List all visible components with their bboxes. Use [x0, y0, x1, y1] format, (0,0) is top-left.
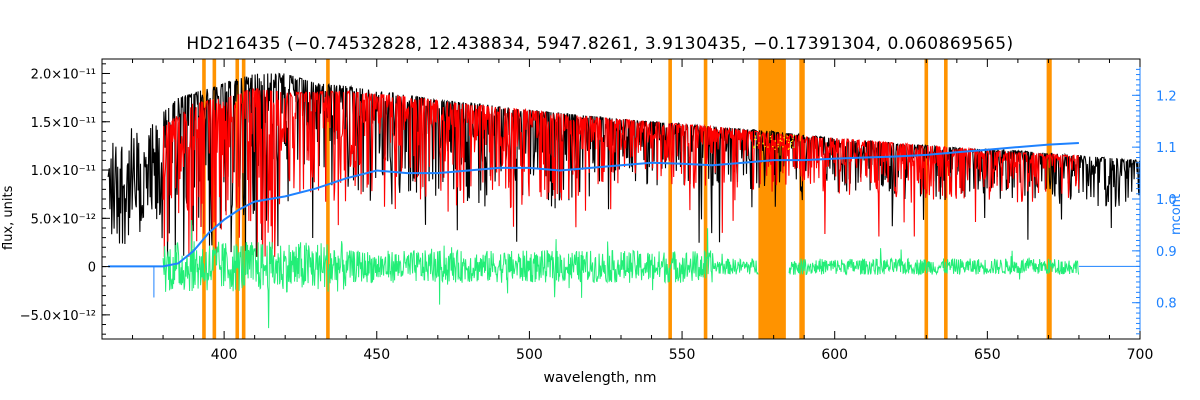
- yellow-point: [777, 143, 779, 145]
- yellow-point: [779, 136, 782, 138]
- yellow-point: [754, 138, 756, 140]
- axes: 400 450 500 550 600 650 700 −5.0×10⁻¹² 0 5.0×10⁻¹…: [20, 59, 1177, 363]
- y-right-tick-label: 0.9: [1156, 245, 1177, 260]
- yellow-point: [758, 142, 760, 144]
- mcont-line: [108, 142, 1079, 268]
- yellow-point: [793, 134, 795, 136]
- y-tick-label: 5.0×10⁻¹²: [31, 212, 96, 227]
- y-axis-label-left: flux, units: [1, 185, 16, 250]
- yellow-point: [779, 139, 782, 141]
- mask-line: [944, 59, 948, 339]
- yellow-point: [792, 146, 794, 148]
- x-tick-label: 550: [669, 347, 696, 363]
- y-right-tick-label: 1.2: [1156, 89, 1177, 104]
- mask-line: [1048, 59, 1052, 339]
- yellow-point: [767, 146, 769, 148]
- x-tick-label: 650: [974, 347, 1001, 363]
- y-tick-label: 0: [88, 261, 96, 276]
- yellow-point: [770, 138, 772, 140]
- chart-title: HD216435 (−0.74532828, 12.438834, 5947.8…: [186, 34, 1014, 54]
- yellow-point: [791, 140, 794, 142]
- yellow-point: [774, 140, 776, 142]
- yellow-point: [774, 148, 776, 150]
- yellow-point: [781, 140, 783, 142]
- yellow-point: [753, 145, 755, 147]
- yellow-point: [782, 146, 784, 148]
- yellow-point: [772, 145, 774, 148]
- x-tick-label: 400: [211, 347, 238, 363]
- yellow-point: [759, 135, 761, 137]
- mask-line: [326, 59, 330, 339]
- yellow-point: [783, 137, 785, 139]
- yellow-point: [790, 143, 792, 145]
- mask-line: [703, 59, 708, 339]
- x-tick-label: 500: [516, 347, 543, 363]
- y-tick-label: 1.5×10⁻¹¹: [31, 116, 96, 131]
- yellow-point: [762, 143, 764, 145]
- yellow-point: [755, 138, 757, 141]
- yellow-point: [789, 145, 792, 147]
- x-tick-label: 700: [1127, 347, 1154, 363]
- yellow-point: [788, 139, 790, 141]
- mask-line: [801, 59, 805, 339]
- yellow-point: [785, 139, 788, 141]
- yellow-point: [787, 148, 789, 150]
- y-right-tick-label: 0.8: [1156, 297, 1177, 312]
- yellow-point: [788, 147, 790, 149]
- mask-line: [799, 59, 803, 339]
- yellow-point: [786, 135, 788, 137]
- yellow-point: [764, 145, 766, 148]
- y-right-tick-label: 1.0: [1156, 193, 1177, 208]
- yellow-point: [754, 135, 756, 137]
- y-tick-label: 2.0×10⁻¹¹: [31, 67, 96, 82]
- series-layer: [107, 72, 1141, 329]
- mask-line: [924, 59, 929, 339]
- x-tick-label: 450: [363, 347, 390, 363]
- y-tick-label: 1.0×10⁻¹¹: [31, 164, 96, 179]
- yellow-point: [769, 135, 772, 138]
- y-tick-label: −5.0×10⁻¹²: [20, 309, 96, 324]
- y-axis-label-right: mcont: [1169, 193, 1184, 235]
- x-axis-label: wavelength, nm: [543, 370, 657, 386]
- y-right-tick-label: 1.1: [1156, 141, 1177, 156]
- yellow-point: [787, 141, 790, 144]
- model-spectrum: [162, 87, 1080, 257]
- yellow-point: [753, 147, 755, 149]
- mask-band: [758, 59, 786, 339]
- yellow-point: [756, 144, 758, 146]
- x-tick-label: 600: [821, 347, 848, 363]
- residual-series: [162, 219, 1080, 329]
- yellow-point: [792, 137, 794, 140]
- yellow-point: [790, 140, 793, 143]
- yellow-point: [777, 146, 779, 148]
- mask-line: [668, 59, 672, 339]
